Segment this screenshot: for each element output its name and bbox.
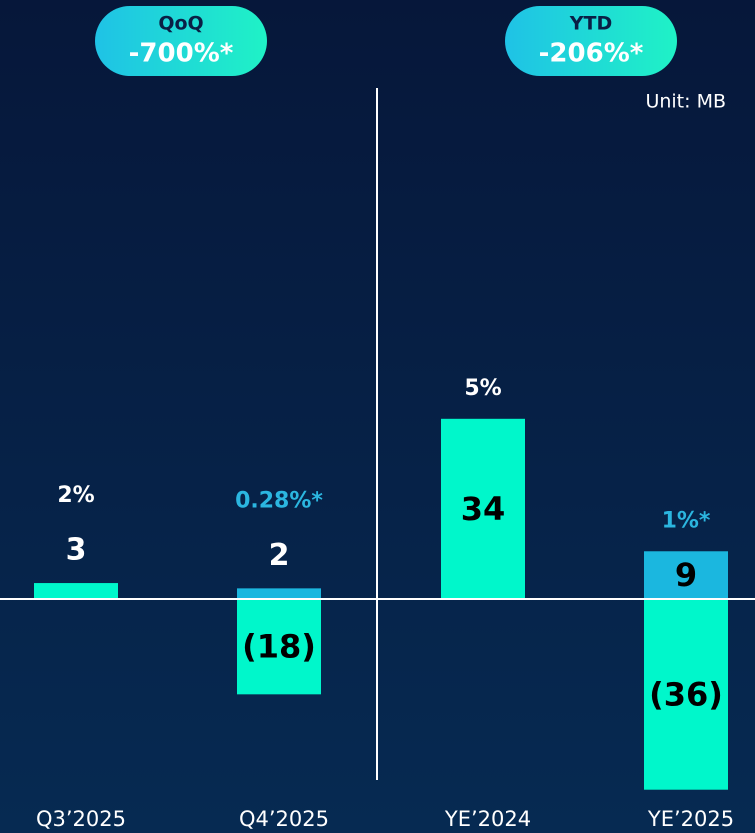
bar bbox=[441, 418, 525, 599]
unit-label: Unit: MB bbox=[645, 91, 726, 113]
x-tick-label: YE’2025 bbox=[647, 807, 734, 831]
percentage-label: 5% bbox=[464, 376, 501, 401]
bar bbox=[644, 551, 728, 599]
value-label: 34 bbox=[461, 490, 506, 528]
x-tick-label: YE’2024 bbox=[444, 807, 531, 831]
badge bbox=[95, 6, 267, 76]
bar bbox=[644, 598, 728, 790]
x-tick-label: Q4’2025 bbox=[239, 807, 329, 831]
badge bbox=[505, 6, 677, 76]
percentage-label: 1%* bbox=[662, 508, 711, 533]
x-tick-label: Q3’2025 bbox=[36, 807, 126, 831]
bar bbox=[237, 598, 321, 695]
bar bbox=[34, 583, 118, 599]
percentage-label: 2% bbox=[57, 483, 94, 508]
value-label: 3 bbox=[66, 533, 87, 568]
value-label: 9 bbox=[675, 556, 697, 594]
bar bbox=[237, 588, 321, 599]
badge-value: -700%* bbox=[129, 39, 234, 69]
percentage-label: 0.28%* bbox=[235, 488, 323, 513]
value-label: 2 bbox=[269, 538, 290, 573]
value-label: (36) bbox=[649, 675, 723, 713]
badge-value: -206%* bbox=[539, 39, 644, 69]
value-label: (18) bbox=[242, 628, 316, 666]
badge-label: QoQ bbox=[158, 13, 203, 35]
badge-label: YTD bbox=[569, 13, 613, 35]
